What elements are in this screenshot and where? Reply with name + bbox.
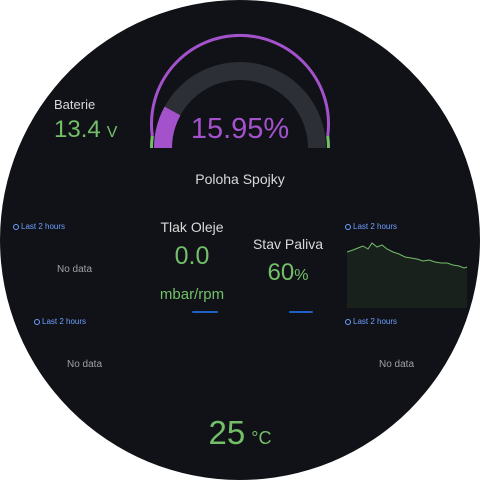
clutch-threshold-green-right [326,135,331,149]
panel-bottom-left-header: Last 2 hours [34,317,86,326]
battery-value-block: 13.4 V [54,116,117,144]
oil-title: Tlak Oleje [160,219,224,235]
fuel-value: 60 [267,259,295,286]
panel-top-left-header: Last 2 hours [13,222,65,231]
clutch-percent: 15.95% [190,113,290,145]
temperature-block: 25 °C [160,414,320,452]
panel-top-right-header: Last 2 hours [345,222,397,231]
fuel-sparkline [347,242,468,308]
panel-bottom-left-no-data: No data [67,359,103,370]
clutch-label: Poloha Spojky [195,171,285,187]
clutch-threshold-green-left [149,135,154,149]
fuel-title: Stav Paliva [252,236,324,252]
fuel-gauge-indicator [289,311,313,313]
clutch-gauge-fill [154,106,181,149]
fuel-value-block: 60% [240,259,336,287]
clock-icon [13,224,19,230]
battery-unit: V [106,124,118,141]
oil-gauge-indicator [192,311,218,313]
battery-value: 13.4 [54,116,101,143]
battery-label: Baterie [54,97,96,112]
clock-icon [345,319,351,325]
panel-bottom-right-no-data: No data [379,359,415,370]
panel-bottom-right-header: Last 2 hours [345,317,397,326]
sparkline-line [347,242,468,269]
clutch-threshold-purple [150,34,330,136]
panel-top-left-no-data: No data [57,264,93,275]
clock-icon [345,224,351,230]
sparkline-area [347,243,467,308]
fuel-unit: % [294,267,309,284]
temperature-value: 25 [208,414,246,451]
temperature-unit: °C [251,428,272,448]
clock-icon [34,319,40,325]
oil-value: 0.0 [174,242,210,270]
oil-unit: mbar/rpm [159,286,225,303]
